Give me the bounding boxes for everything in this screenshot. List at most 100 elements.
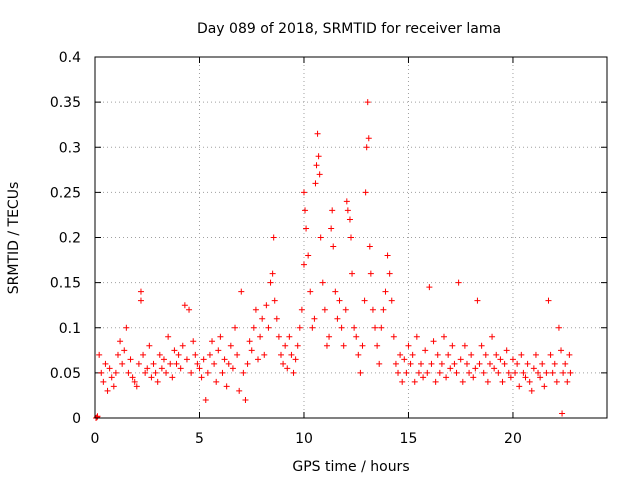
data-point (378, 324, 385, 331)
x-axis-label: GPS time / hours (292, 459, 409, 475)
data-point (221, 356, 228, 363)
data-point (140, 351, 147, 358)
data-point (359, 342, 366, 349)
data-point (445, 351, 452, 358)
data-point (348, 234, 354, 241)
data-point (397, 351, 404, 358)
data-point (332, 288, 339, 295)
data-point (562, 360, 569, 367)
data-point (280, 360, 287, 367)
data-point (484, 378, 491, 385)
data-point (549, 369, 556, 376)
data-point (244, 360, 251, 367)
y-tick-label: 0.15 (50, 276, 81, 292)
data-point (106, 365, 113, 372)
data-point (449, 342, 456, 349)
data-point (137, 297, 144, 304)
data-point (472, 365, 479, 372)
x-tick-label: 20 (504, 431, 522, 447)
data-point (551, 360, 558, 367)
data-point (543, 369, 550, 376)
data-point (428, 360, 435, 367)
data-point (476, 360, 483, 367)
data-point (225, 360, 232, 367)
data-point (409, 351, 416, 358)
data-point (420, 374, 427, 381)
y-tick-label: 0.05 (50, 366, 81, 382)
data-point (564, 378, 571, 385)
data-point (512, 369, 519, 376)
data-point (480, 369, 487, 376)
data-point (342, 306, 349, 313)
data-point (135, 360, 142, 367)
data-point (252, 306, 259, 313)
data-point (309, 324, 316, 331)
data-point (390, 333, 397, 340)
data-point (273, 315, 280, 322)
data-point (361, 297, 368, 304)
data-point (148, 374, 155, 381)
data-point (96, 351, 103, 358)
data-point (110, 383, 117, 390)
data-point (211, 360, 218, 367)
data-point (238, 288, 245, 295)
data-point (198, 374, 205, 381)
data-point (265, 324, 272, 331)
data-point (171, 347, 178, 354)
data-point (501, 360, 508, 367)
data-point (133, 383, 140, 390)
data-point (447, 365, 454, 372)
data-point (353, 333, 360, 340)
data-point (307, 288, 314, 295)
plot-frame (94, 56, 608, 419)
data-point (495, 369, 502, 376)
data-point (455, 279, 462, 286)
data-point (300, 189, 307, 196)
data-point (369, 306, 376, 313)
y-tick-label: 0.2 (59, 231, 81, 247)
data-point (312, 180, 319, 187)
y-axis-label: SRMTID / TECUs (6, 182, 22, 295)
data-point (127, 356, 134, 363)
data-point (311, 315, 318, 322)
data-point (217, 333, 224, 340)
data-point (202, 396, 209, 403)
data-point (129, 374, 136, 381)
data-point (355, 351, 362, 358)
data-point (250, 324, 257, 331)
data-point (150, 360, 157, 367)
data-point (271, 297, 278, 304)
data-point (474, 297, 481, 304)
data-point (537, 374, 544, 381)
data-point (405, 342, 412, 349)
data-point (453, 369, 460, 376)
data-point (246, 338, 253, 345)
data-point (177, 365, 184, 372)
points-layer (93, 99, 574, 421)
data-point (340, 342, 347, 349)
data-point (275, 333, 282, 340)
x-tick-label: 0 (91, 431, 100, 447)
data-point (156, 351, 163, 358)
data-point (539, 360, 546, 367)
data-point (261, 351, 268, 358)
data-point (395, 369, 402, 376)
data-point (415, 369, 422, 376)
data-point (315, 153, 322, 160)
data-point (509, 356, 516, 363)
data-point (179, 342, 186, 349)
data-point (194, 360, 201, 367)
data-point (553, 378, 560, 385)
data-point (326, 333, 333, 340)
data-point (300, 261, 307, 268)
data-point (188, 369, 195, 376)
data-point (338, 324, 345, 331)
data-point (267, 279, 274, 286)
data-point (399, 378, 406, 385)
data-point (158, 365, 165, 372)
data-point (232, 324, 239, 331)
data-point (380, 306, 387, 313)
ticks-layer: 0 5 10 15 20 0 0.05 0.1 0.15 0.2 0.25 0.3 0.35 0.4 (50, 50, 607, 447)
data-point (384, 252, 391, 259)
